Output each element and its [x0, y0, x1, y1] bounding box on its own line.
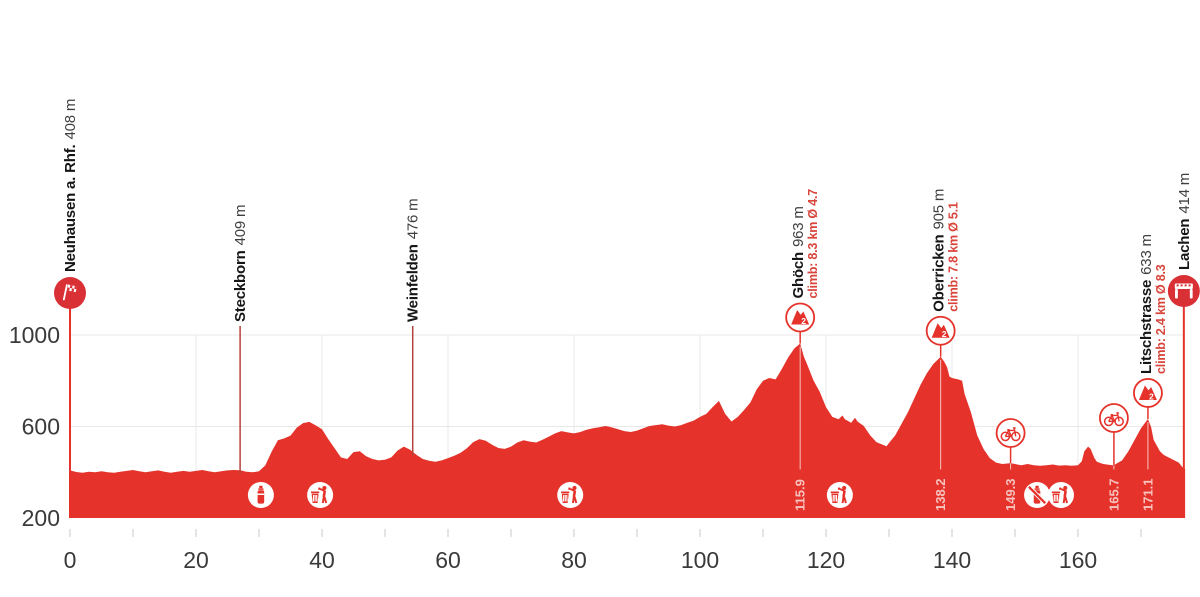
y-axis-label: 600	[22, 414, 60, 440]
km-marker-label: 171.1	[1140, 478, 1155, 511]
waypoint-name: Oberricken	[931, 234, 948, 311]
course-icons	[247, 482, 1074, 508]
waste-zone-icon-badge	[557, 482, 584, 508]
waypoint-altitude: 633 m	[1138, 234, 1155, 275]
waypoint-name: Steckborn	[232, 250, 249, 322]
waypoint-name: Ghöch	[790, 252, 807, 299]
climb-info-label: climb: 2.4 km Ø 8.3	[1154, 264, 1168, 374]
waypoint-label: Ghöch 963 m	[790, 206, 807, 298]
waypoint-label: Steckborn 409 m	[232, 205, 249, 322]
km-marker-label: 115.9	[793, 479, 808, 511]
x-axis-label: 100	[681, 547, 719, 573]
waypoint-name: Litschstrasse	[1138, 280, 1155, 374]
waypoint-altitude: 476 m	[405, 199, 422, 240]
x-axis-label: 40	[309, 547, 335, 573]
waypoint-name: Weinfelden	[405, 244, 422, 322]
km-marker-label: 138.2	[933, 478, 948, 511]
waypoint-label: Lachen 414 m	[1176, 173, 1193, 270]
x-axis-label: 120	[807, 547, 845, 573]
x-axis-label: 80	[561, 547, 587, 573]
x-axis-label: 140	[933, 547, 971, 573]
x-axis-label: 0	[64, 547, 77, 573]
climb-info-label: climb: 8.3 km Ø 4.7	[806, 189, 820, 299]
climb-category-number: 2	[801, 316, 806, 326]
km-marker-label: 149.3	[1003, 478, 1018, 511]
bottle-icon	[257, 485, 265, 504]
waste-zone-icon-badge	[307, 482, 334, 508]
climb-category-number: 2	[942, 329, 947, 339]
x-axis-label: 60	[435, 547, 461, 573]
elevation-area	[70, 343, 1186, 518]
y-axis-label: 1000	[9, 322, 60, 348]
waypoint-altitude: 408 m	[62, 99, 79, 140]
waypoint-label: Neuhausen a. Rhf. 408 m	[62, 99, 79, 272]
x-axis-label: 160	[1059, 547, 1097, 573]
waypoints: Neuhausen a. Rhf. 408 m Steckborn 409 m Wein…	[54, 99, 1200, 518]
climb-info-label: climb: 7.8 km Ø 5.1	[947, 202, 961, 312]
finish-badge	[1167, 275, 1200, 307]
waypoint-name: Lachen	[1176, 219, 1193, 270]
waypoint-label: Litschstrasse 633 m	[1138, 234, 1155, 374]
km-markers: 115.9 138.2 149.3 165.7 171.1	[793, 346, 1155, 511]
x-axis-label: 20	[183, 547, 209, 573]
axes: 0 20 40 60 80 100 120 140 160 200 600 1000	[9, 322, 1142, 573]
sprint-badge	[1099, 403, 1129, 433]
waypoint-label: Oberricken 905 m	[931, 189, 948, 312]
y-axis-label: 200	[22, 505, 60, 531]
waypoint-altitude: 963 m	[790, 206, 807, 247]
waste-zone-icon-badge	[826, 482, 853, 508]
start-badge	[54, 277, 86, 309]
waypoint-altitude: 414 m	[1176, 173, 1193, 214]
climb-category-number: 2	[1149, 391, 1154, 401]
waste-zone-icon-badge	[1047, 482, 1074, 508]
sprint-badge	[995, 418, 1026, 448]
waypoint-altitude: 409 m	[232, 205, 249, 246]
waypoint-name: Neuhausen a. Rhf.	[62, 145, 79, 272]
km-marker-label: 165.7	[1106, 478, 1121, 511]
waypoint-altitude: 905 m	[931, 189, 948, 230]
waypoint-label: Weinfelden 476 m	[405, 199, 422, 322]
